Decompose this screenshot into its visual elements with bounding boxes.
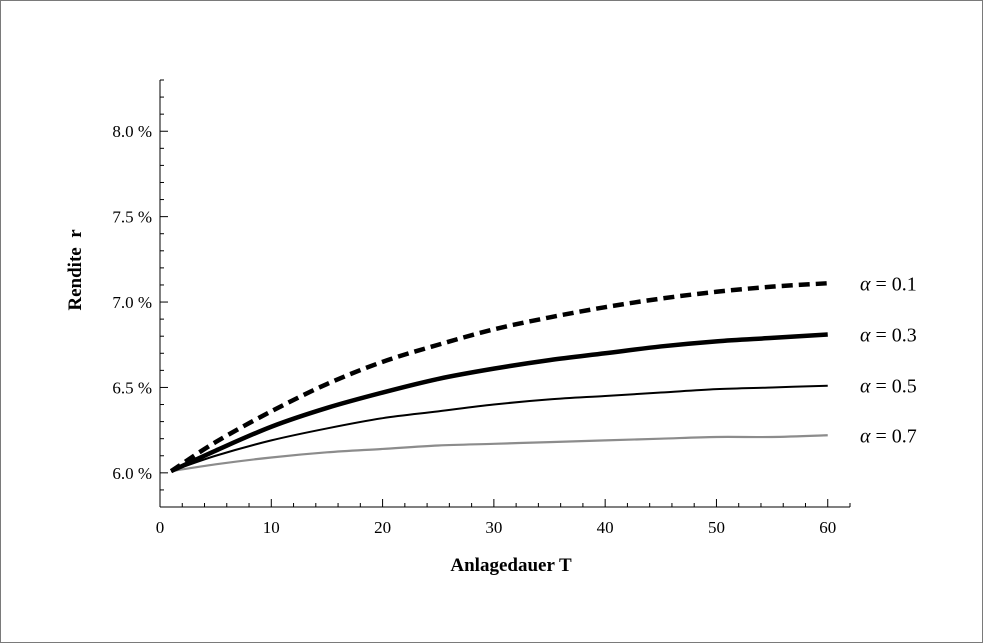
series-line xyxy=(170,332,828,474)
x-tick-label: 20 xyxy=(374,518,391,537)
chart-axes: 0 10 20 30 40 50 60 6.0 % 6.5 % 7.0 % 7.5 % 8.0 % xyxy=(112,79,851,537)
series-label-value: = 0.7 xyxy=(876,425,917,447)
series-label-symbol: α xyxy=(860,324,871,346)
y-tick-label: 6.5 % xyxy=(112,378,152,397)
series-label: α = 0.1 xyxy=(860,273,917,295)
series-label-value: = 0.1 xyxy=(876,273,917,295)
series-label-symbol: α xyxy=(860,376,871,398)
x-tick-label: 0 xyxy=(156,518,165,537)
series-line xyxy=(170,434,828,473)
series-line xyxy=(169,281,828,474)
x-tick-label: 40 xyxy=(597,518,614,537)
x-tick-label: 60 xyxy=(819,518,836,537)
series-label: α = 0.3 xyxy=(860,324,917,346)
x-tick-label: 30 xyxy=(485,518,502,537)
y-tick-label: 8.0 % xyxy=(112,122,152,141)
chart-series xyxy=(169,281,828,474)
x-tick-label: 50 xyxy=(708,518,725,537)
series-label-symbol: α xyxy=(860,273,871,295)
series-labels: α = 0.1α = 0.3α = 0.5α = 0.7 xyxy=(860,273,917,447)
series-line xyxy=(170,384,828,473)
y-tick-label: 6.0 % xyxy=(112,464,152,483)
series-label: α = 0.5 xyxy=(860,376,917,398)
y-tick-label: 7.0 % xyxy=(112,293,152,312)
x-tick-label: 10 xyxy=(263,518,280,537)
series-label: α = 0.7 xyxy=(860,425,917,447)
series-label-value: = 0.3 xyxy=(876,324,917,346)
series-label-symbol: α xyxy=(860,425,871,447)
series-label-value: = 0.5 xyxy=(876,376,917,398)
y-axis-title: Rendite r xyxy=(65,229,86,311)
x-axis-title: Anlagedauer T xyxy=(450,555,572,576)
y-tick-label: 7.5 % xyxy=(112,208,152,227)
